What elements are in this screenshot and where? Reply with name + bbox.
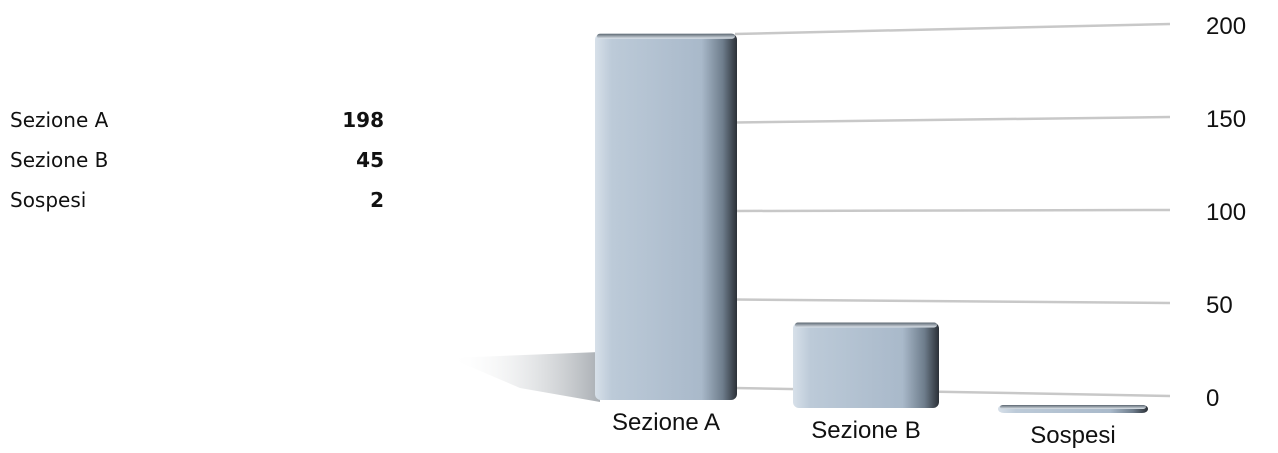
y-tick-label: 200	[1206, 13, 1246, 40]
bar-body	[793, 322, 939, 408]
x-tick-label: Sospesi	[1030, 422, 1115, 449]
grid-line	[734, 298, 1171, 305]
summary-value: 2	[370, 188, 384, 212]
summary-row-sospesi: Sospesi 2	[10, 180, 390, 220]
summary-row-sezione-b: Sezione B 45	[10, 140, 390, 180]
summary-label: Sospesi	[10, 188, 87, 212]
y-tick-label: 100	[1206, 199, 1246, 226]
y-tick-label: 0	[1206, 385, 1219, 412]
summary-table: Sezione A 198 Sezione B 45 Sospesi 2	[10, 100, 390, 220]
summary-value: 198	[342, 108, 384, 132]
bar	[595, 33, 737, 400]
grid-line	[734, 208, 1171, 213]
summary-label: Sezione A	[10, 108, 109, 132]
floor-shadow	[450, 352, 600, 402]
bar-top	[795, 322, 937, 328]
bars	[595, 33, 1148, 413]
grid-line	[734, 115, 1171, 124]
bar	[998, 405, 1148, 413]
y-tick-label: 50	[1206, 292, 1233, 319]
grid-lines	[734, 22, 1171, 398]
bar-shadow	[450, 352, 600, 402]
grid-line	[734, 22, 1171, 36]
bar-body	[595, 33, 737, 400]
bar-top	[1000, 405, 1146, 409]
summary-value: 45	[356, 148, 384, 172]
summary-label: Sezione B	[10, 148, 109, 172]
x-tick-label: Sezione B	[811, 417, 920, 444]
bar	[793, 322, 939, 408]
x-tick-label: Sezione A	[612, 409, 720, 436]
y-tick-label: 150	[1206, 106, 1246, 133]
bar-top	[597, 33, 735, 39]
labels: 0 50 100 150 200 Sezione A Sezione B Sospesi	[612, 13, 1246, 449]
bar-chart: 0 50 100 150 200 Sezione A Sezione B Sospesi	[450, 13, 1246, 449]
summary-row-sezione-a: Sezione A 198	[10, 100, 390, 140]
